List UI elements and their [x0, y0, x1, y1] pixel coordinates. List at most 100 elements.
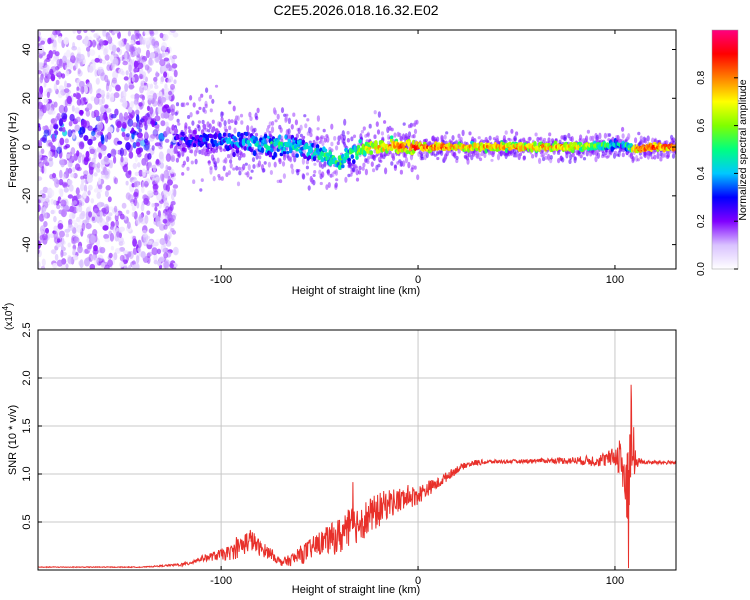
heatmap-cell	[81, 179, 85, 185]
heatmap-cell	[151, 247, 158, 256]
snr-line	[38, 384, 676, 569]
heatmap-cell	[322, 128, 326, 133]
heatmap-cell	[393, 164, 397, 169]
heatmap-cell	[412, 134, 416, 139]
heatmap-cell	[404, 156, 409, 164]
heatmap-cell	[39, 76, 44, 84]
heatmap-cell	[140, 251, 146, 259]
heatmap-cell	[207, 129, 211, 133]
heatmap-cell	[321, 140, 325, 147]
heatmap-cell	[307, 185, 311, 191]
heatmap-cell	[114, 108, 119, 116]
heatmap-cell	[91, 216, 95, 221]
heatmap-cell	[214, 84, 219, 88]
heatmap-cell	[468, 131, 472, 136]
heatmap-cell	[91, 157, 96, 164]
heatmap-cell	[295, 133, 299, 139]
heatmap-cell	[80, 119, 87, 129]
heatmap-cell	[177, 122, 181, 126]
heatmap-cell	[330, 123, 334, 130]
heatmap-cell	[45, 103, 51, 111]
heatmap-cell	[466, 158, 470, 165]
heatmap-cell	[134, 109, 140, 115]
heatmap-cell	[585, 150, 589, 157]
heatmap-cell	[477, 136, 481, 140]
heatmap-cell	[361, 166, 365, 171]
heatmap-cell	[295, 153, 299, 158]
heatmap-cell	[138, 102, 143, 107]
heatmap-cell	[199, 137, 203, 142]
heatmap-cell	[303, 114, 307, 118]
heatmap-cell	[121, 202, 127, 209]
heatmap-cell	[75, 204, 80, 214]
heatmap-cell	[268, 153, 273, 158]
heatmap-cell	[319, 136, 323, 142]
heatmap-cell	[229, 159, 233, 164]
heatmap-cell	[287, 128, 291, 135]
heatmap-cell	[99, 58, 103, 64]
heatmap-cell	[663, 152, 667, 158]
heatmap-cell	[128, 151, 134, 159]
heatmap-cell	[84, 85, 88, 94]
colorbar-tick-label: 0.8	[696, 70, 707, 84]
heatmap-cell	[290, 163, 294, 169]
heatmap-cell	[78, 109, 84, 115]
heatmap-cell	[39, 238, 44, 244]
heatmap-cell	[84, 39, 91, 48]
heatmap-cell	[62, 126, 66, 133]
heatmap-cell	[226, 154, 231, 159]
heatmap-cell	[133, 191, 139, 198]
heatmap-cell	[72, 200, 78, 206]
heatmap-cell	[224, 157, 228, 164]
heatmap-cell	[232, 151, 236, 158]
heatmap-cell	[279, 127, 283, 133]
heatmap-cell	[171, 176, 176, 181]
heatmap-cell	[104, 54, 110, 61]
heatmap-cell	[367, 156, 371, 160]
heatmap-cell	[82, 97, 87, 102]
heatmap-cell	[285, 150, 290, 155]
heatmap-cell	[156, 194, 162, 201]
heatmap-cell	[139, 94, 145, 99]
heatmap-cell	[80, 142, 84, 148]
heatmap-cell	[123, 76, 129, 81]
heatmap-cell	[77, 68, 81, 75]
heatmap-cell	[62, 204, 69, 212]
heatmap-cell	[333, 136, 337, 141]
heatmap-cell	[306, 145, 311, 150]
heatmap-cell	[671, 153, 676, 159]
heatmap-cell	[646, 135, 650, 142]
heatmap-cell	[107, 216, 112, 221]
heatmap-cell	[94, 257, 99, 267]
heatmap-cell	[355, 168, 359, 176]
heatmap-cell	[202, 137, 206, 143]
y-tick-label: -40	[21, 237, 33, 253]
heatmap-cell	[198, 106, 202, 110]
heatmap-cell	[43, 165, 47, 175]
heatmap-cell	[342, 134, 346, 141]
spectrogram-xlabel: Height of straight line (km)	[292, 285, 420, 297]
heatmap-cell	[49, 68, 54, 75]
heatmap-cell	[82, 190, 87, 199]
heatmap-cell	[276, 113, 280, 120]
heatmap-cell	[337, 164, 342, 170]
heatmap-cell	[155, 58, 160, 63]
heatmap-cell	[242, 153, 246, 158]
heatmap-cell	[174, 128, 178, 135]
heatmap-cell	[305, 165, 309, 170]
heatmap-cell	[100, 174, 105, 179]
heatmap-cell	[154, 84, 159, 90]
heatmap-cell	[330, 148, 334, 153]
heatmap-cell	[266, 127, 270, 133]
heatmap-cell	[379, 159, 383, 163]
snr-ylabel: SNR (10 * v/v)	[7, 405, 19, 475]
heatmap-cell	[234, 120, 238, 125]
heatmap-cell	[143, 180, 149, 188]
heatmap-cell	[265, 137, 269, 143]
heatmap-cell	[56, 113, 61, 121]
heatmap-cell	[330, 141, 334, 147]
heatmap-cell	[578, 150, 582, 155]
heatmap-cell	[72, 166, 76, 173]
heatmap-cell	[267, 161, 271, 168]
heatmap-cell	[109, 30, 113, 33]
